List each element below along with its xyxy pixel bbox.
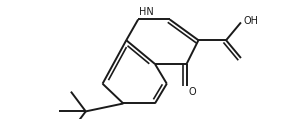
Text: O: O: [188, 87, 196, 97]
Text: HN: HN: [139, 6, 154, 17]
Text: OH: OH: [244, 16, 259, 26]
